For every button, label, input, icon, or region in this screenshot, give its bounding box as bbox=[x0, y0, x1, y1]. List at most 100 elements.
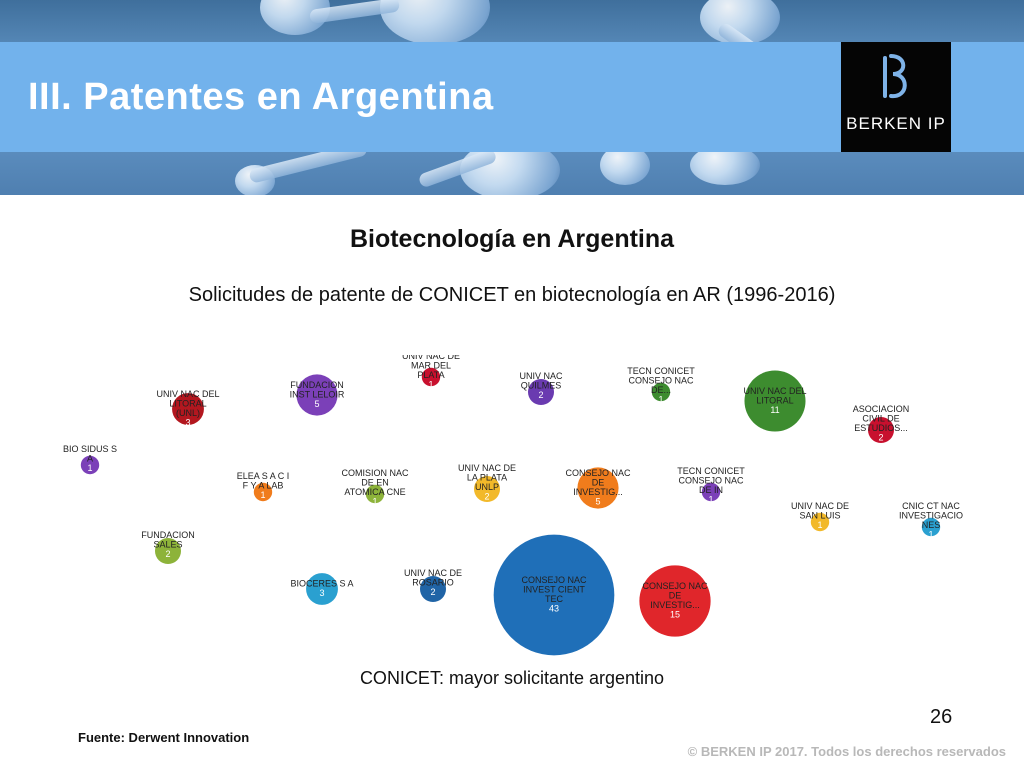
bubble-label: ATOMICA CNE bbox=[344, 487, 405, 497]
bubble-label: CONSEJO NAC bbox=[628, 376, 694, 386]
bubble-label: CONSEJO NAC bbox=[521, 575, 587, 585]
bubble-label: DE IN bbox=[699, 485, 723, 495]
bubble-circle bbox=[744, 370, 806, 432]
bubble-label: (UNL) bbox=[176, 408, 200, 418]
bubble-circle bbox=[810, 512, 830, 532]
bubble-label: UNIV NAC DEL bbox=[156, 389, 219, 399]
bubble-circle bbox=[867, 416, 895, 444]
bubble-label: DE bbox=[669, 591, 682, 601]
bubble-label: FUNDACION bbox=[141, 530, 195, 540]
bubble-label: FUNDACION bbox=[290, 380, 344, 390]
bubble-circle bbox=[253, 482, 273, 502]
bubble-value: 1 bbox=[928, 530, 933, 540]
copyright-notice: © BERKEN IP 2017. Todos los derechos res… bbox=[687, 744, 1006, 759]
bubble-value: 2 bbox=[538, 390, 543, 400]
bubble-label: INVESTIGACIO bbox=[899, 511, 963, 521]
bubble-value: 1 bbox=[372, 497, 377, 507]
bubble-circle bbox=[154, 537, 182, 565]
logo-text: BERKEN IP bbox=[846, 114, 946, 133]
bubble-label: LITORAL bbox=[756, 395, 793, 405]
sub-heading: Solicitudes de patente de CONICET en bio… bbox=[188, 284, 836, 306]
bubble-label: UNIV NAC DE bbox=[402, 355, 460, 361]
bubble-value: 2 bbox=[878, 433, 883, 443]
bubble-label: INVESTIG... bbox=[650, 600, 700, 610]
bubble-value: 3 bbox=[319, 588, 324, 598]
bubble-circle bbox=[365, 484, 385, 504]
bubble: BIOCERES S A3 bbox=[290, 573, 354, 605]
bubble-label: NES bbox=[922, 520, 941, 530]
bubble-value: 15 bbox=[670, 610, 680, 620]
chart-caption: CONICET: mayor solicitante argentino bbox=[359, 668, 665, 688]
slide-title: III. Patentes en Argentina bbox=[28, 76, 494, 118]
berken-ip-logo: BERKEN IP bbox=[841, 42, 951, 152]
bubble-label: DE bbox=[592, 478, 605, 488]
bubble-label: QUILMES bbox=[521, 380, 562, 390]
bubble-label: INVESTIG... bbox=[573, 487, 623, 497]
bubble: BIO SIDUS SA1 bbox=[63, 444, 117, 475]
bubble-value: 1 bbox=[428, 380, 433, 390]
bubble-label: ELEA S A C I bbox=[237, 471, 290, 481]
bubble-label: ASOCIACION bbox=[853, 404, 910, 414]
bubble-circle bbox=[651, 382, 671, 402]
bubble-label: CONSEJO NAC bbox=[642, 581, 708, 591]
bubble-value: 2 bbox=[165, 549, 170, 559]
bubble-label: DE... bbox=[651, 385, 671, 395]
bubble-value: 1 bbox=[260, 490, 265, 500]
bubble-value: 1 bbox=[817, 520, 822, 530]
bubble-label: A bbox=[87, 453, 93, 463]
bubble-value: 2 bbox=[484, 492, 489, 502]
bubble-circle bbox=[473, 475, 501, 503]
bubble-value: 3 bbox=[185, 418, 190, 428]
berken-ip-logo-icon bbox=[883, 54, 907, 99]
source-note: Fuente: Derwent Innovation bbox=[78, 730, 250, 745]
bubble-label: BIOCERES S A bbox=[290, 579, 353, 589]
bubble-circle bbox=[419, 575, 447, 603]
bubble-label: CONSEJO NAC bbox=[565, 468, 631, 478]
bubble-circle bbox=[172, 393, 204, 425]
bubble-value: 2 bbox=[430, 587, 435, 597]
bubble-label: F Y A LAB bbox=[243, 480, 284, 490]
bubble-label: MAR DEL bbox=[411, 361, 451, 371]
bubble-circle bbox=[701, 482, 721, 502]
bubble-circle bbox=[493, 534, 615, 656]
bubble-value: 11 bbox=[770, 405, 779, 415]
bubble-circle bbox=[527, 378, 555, 406]
bubble-label: UNIV NAC bbox=[519, 371, 563, 381]
bubble-value: 1 bbox=[708, 495, 713, 505]
bubble-circle bbox=[639, 565, 711, 637]
bubble-circle bbox=[80, 455, 100, 475]
bubble-label: UNIV NAC DEL bbox=[743, 386, 806, 396]
bubble-label: COMISION NAC bbox=[341, 468, 409, 478]
bubble-circle bbox=[421, 367, 441, 387]
bubble-label: TECN CONICET bbox=[627, 366, 695, 376]
bubble-label: TECN CONICET bbox=[677, 466, 745, 476]
main-heading: Biotecnología en Argentina bbox=[349, 225, 675, 253]
bubble-label: UNIV NAC DE bbox=[791, 501, 849, 511]
bubble-label: ROSARIO bbox=[412, 577, 454, 587]
bubble-value: 5 bbox=[595, 497, 600, 507]
bubble-label: TEC bbox=[545, 594, 564, 604]
bubble-value: 1 bbox=[658, 395, 663, 405]
bubble-label: ESTUDIOS... bbox=[854, 423, 908, 433]
bubble-label: INVEST CIENT bbox=[523, 585, 585, 595]
bubble-circle bbox=[921, 517, 941, 537]
bubble-label: PLATA bbox=[417, 370, 444, 380]
bubble-label: DE EN bbox=[361, 478, 389, 488]
